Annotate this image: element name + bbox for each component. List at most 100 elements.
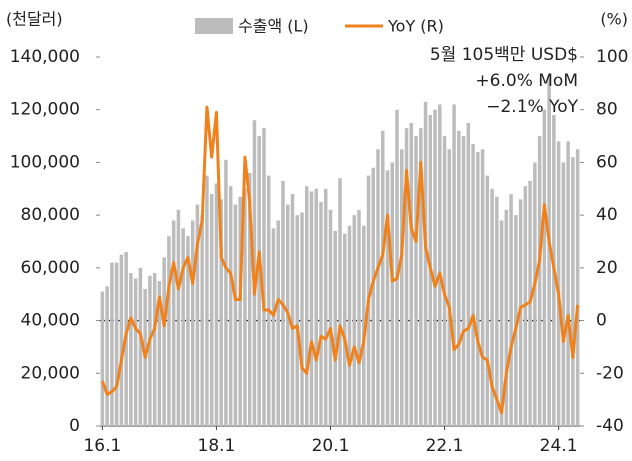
bar — [176, 209, 181, 426]
bar — [138, 267, 143, 426]
bar — [485, 175, 490, 426]
bar — [385, 170, 390, 426]
bar — [328, 209, 333, 426]
bar — [547, 75, 551, 426]
legend-swatch — [195, 18, 233, 34]
bar — [209, 194, 214, 426]
bar — [181, 228, 185, 426]
bar — [490, 188, 494, 426]
legend-label: 수출액 (L) — [238, 17, 309, 36]
bar — [186, 236, 190, 426]
y2-tick-label: -40 — [596, 416, 624, 436]
bar — [162, 257, 166, 426]
y-tick-label: 140,000 — [10, 47, 80, 67]
bar — [561, 162, 566, 426]
bar — [499, 220, 504, 426]
bar — [276, 220, 280, 426]
bar — [371, 167, 376, 426]
bar — [352, 215, 357, 426]
y-tick-label: 40,000 — [21, 311, 80, 331]
y2-tick-label: 100 — [596, 47, 628, 67]
bar — [219, 199, 223, 426]
annotation: 5월 105백만 USD$ — [430, 45, 578, 65]
bar — [342, 233, 347, 426]
bar — [466, 122, 471, 427]
bar — [205, 175, 209, 426]
bar — [457, 130, 461, 427]
bar — [167, 236, 171, 426]
bar — [300, 212, 304, 426]
y2-tick-label: -20 — [596, 363, 624, 383]
bar — [129, 273, 133, 426]
bar — [233, 204, 238, 426]
bar — [295, 215, 299, 426]
bar — [447, 149, 452, 426]
bar — [238, 196, 242, 426]
bar — [404, 128, 409, 426]
bar — [152, 273, 157, 426]
bar — [419, 128, 423, 426]
bar — [476, 151, 480, 426]
bar — [414, 136, 418, 427]
bar — [338, 178, 342, 426]
bar — [461, 136, 466, 427]
bar — [119, 254, 124, 426]
x-tick-label: 22.1 — [426, 436, 464, 456]
bar — [452, 104, 456, 426]
bar — [423, 101, 428, 427]
bar — [190, 220, 195, 426]
bar — [433, 109, 437, 426]
bar — [495, 196, 499, 426]
bar — [262, 128, 266, 426]
bar — [390, 162, 395, 426]
bar — [395, 109, 399, 426]
bar — [323, 188, 328, 426]
y-tick-label: 100,000 — [10, 152, 80, 172]
y2-tick-label: 0 — [596, 311, 607, 331]
bar — [400, 149, 404, 426]
y2-axis-label: (%) — [600, 10, 628, 29]
bar — [556, 141, 561, 427]
line — [100, 105, 580, 415]
annotation: −2.1% YoY — [486, 97, 578, 117]
annotation: +6.0% MoM — [475, 71, 578, 91]
bar — [266, 175, 271, 426]
bar — [471, 143, 475, 426]
bar — [537, 136, 542, 427]
bar — [357, 209, 361, 426]
bar — [271, 228, 276, 426]
bar — [200, 215, 204, 426]
bar — [247, 172, 252, 426]
bar — [480, 149, 485, 426]
bar — [309, 191, 314, 426]
bar — [304, 186, 309, 426]
y-tick-label: 120,000 — [10, 100, 80, 120]
y-axis-label: (천달러) — [6, 10, 63, 29]
bar — [148, 275, 152, 426]
bar — [133, 278, 138, 426]
y2-tick-label: 20 — [596, 258, 618, 278]
bar — [214, 183, 219, 426]
bar — [314, 188, 318, 426]
bar — [575, 149, 580, 426]
bar — [566, 141, 570, 427]
x-tick-label: 18.1 — [198, 436, 236, 456]
bar — [224, 159, 228, 427]
legend-label: YoY (R) — [387, 17, 444, 36]
bar — [195, 204, 200, 426]
bar — [257, 136, 261, 427]
bar — [504, 209, 509, 426]
bar — [114, 262, 119, 426]
y2-tick-label: 60 — [596, 152, 618, 172]
bar — [228, 186, 233, 426]
bar — [509, 194, 513, 426]
bar — [319, 201, 323, 426]
bar — [533, 162, 537, 426]
bar — [105, 286, 109, 426]
bar — [571, 157, 575, 426]
bar — [290, 194, 295, 426]
bar — [542, 109, 547, 426]
y-tick-label: 80,000 — [21, 205, 80, 225]
y-tick-label: 0 — [69, 416, 80, 436]
